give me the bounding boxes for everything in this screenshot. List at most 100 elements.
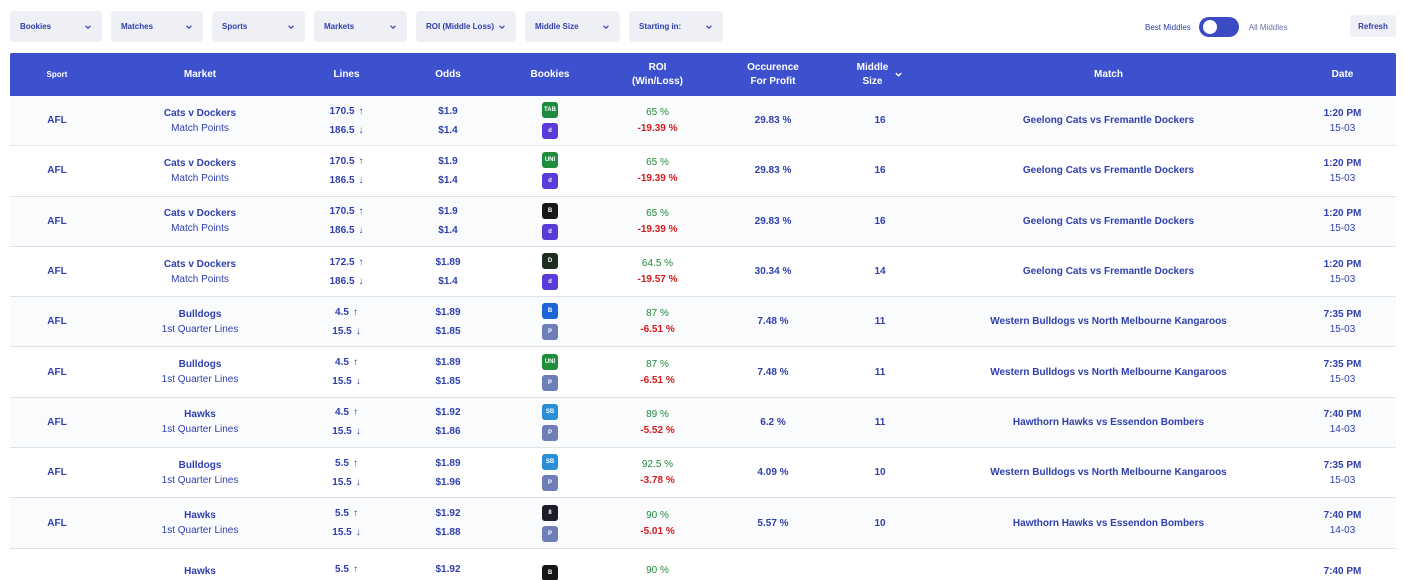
- filter-label: Markets: [324, 22, 355, 31]
- line-top: 4.5: [335, 407, 349, 419]
- table-row[interactable]: Hawks 5.5 ↑ $1.92 B 90 % 7:40 PM: [10, 549, 1396, 580]
- odds-cell: $1.92 $1.86: [397, 407, 499, 437]
- bookie-betr-icon[interactable]: B: [542, 202, 558, 219]
- line-top: 172.5: [329, 256, 355, 268]
- match-link[interactable]: Hawthorn Hawks vs Essendon Bombers: [1012, 416, 1205, 428]
- match-link[interactable]: Geelong Cats vs Fremantle Dockers: [1022, 266, 1195, 278]
- start-date: 14-03: [1329, 525, 1356, 537]
- date-cell: 7:40 PM 14-03: [1289, 510, 1396, 536]
- middles-toggle-switch[interactable]: [1198, 17, 1239, 37]
- bookie-sportsbet-icon[interactable]: SB: [542, 454, 558, 471]
- arrow-down-icon: ↓: [355, 376, 361, 388]
- date-cell: 7:35 PM 15-03: [1289, 460, 1396, 486]
- bookie-tab-icon[interactable]: TAB: [542, 102, 558, 119]
- odds-top: $1.92: [435, 407, 461, 419]
- table-row[interactable]: AFL Bulldogs 1st Quarter Lines 4.5 ↑ 15.5 ↓ $1.…: [10, 347, 1396, 398]
- bookie-playup-icon[interactable]: P: [542, 374, 558, 391]
- header-lines[interactable]: Lines: [333, 68, 360, 80]
- filter-matches[interactable]: Matches: [111, 11, 203, 42]
- bookies-cell: UNI P: [499, 353, 601, 391]
- market-title: Cats v Dockers: [163, 208, 237, 220]
- lines-cell: 170.5 ↑ 186.5 ↓: [296, 106, 397, 136]
- lines-cell: 170.5 ↑ 186.5 ↓: [296, 156, 397, 186]
- filter-bookies[interactable]: Bookies: [10, 11, 102, 42]
- header-date[interactable]: Date: [1331, 68, 1354, 80]
- roi-loss: -19.39 %: [637, 223, 678, 235]
- arrow-down-icon: ↓: [358, 174, 364, 186]
- bookies-cell: TAB d: [499, 102, 601, 140]
- market-subtitle: 1st Quarter Lines: [161, 374, 239, 386]
- table-row[interactable]: AFL Hawks 1st Quarter Lines 5.5 ↑ 15.5 ↓ $1.92 $…: [10, 498, 1396, 549]
- table-row[interactable]: AFL Hawks 1st Quarter Lines 4.5 ↑ 15.5 ↓ $1.92 $…: [10, 397, 1396, 449]
- bookie-ladbrokes-icon[interactable]: d: [542, 223, 558, 240]
- header-odds[interactable]: Odds: [435, 68, 461, 80]
- bookie-pointsbet-icon[interactable]: 8: [542, 504, 558, 521]
- match-link[interactable]: Geelong Cats vs Fremantle Dockers: [1022, 215, 1195, 227]
- table-row[interactable]: AFL Cats v Dockers Match Points 170.5 ↑ 186.5…: [10, 96, 1396, 147]
- sort-chevron-icon: [895, 72, 903, 77]
- bookie-playup-icon[interactable]: P: [542, 475, 558, 492]
- bookie-ladbrokes-icon[interactable]: d: [542, 173, 558, 190]
- bookie-dabble-icon[interactable]: D: [542, 253, 558, 270]
- table-row[interactable]: AFL Bulldogs 1st Quarter Lines 5.5 ↑ 15.5 ↓ $1.…: [10, 448, 1396, 499]
- line-top: 170.5: [329, 105, 355, 117]
- market-title: Cats v Dockers: [163, 107, 237, 119]
- match-link[interactable]: Geelong Cats vs Fremantle Dockers: [1022, 165, 1195, 177]
- arrow-down-icon: ↓: [355, 426, 361, 438]
- table-row[interactable]: AFL Cats v Dockers Match Points 170.5 ↑ 186.5…: [10, 146, 1396, 197]
- bookie-playup-icon[interactable]: P: [542, 324, 558, 341]
- roi-cell: 87 % -6.51 %: [601, 359, 714, 386]
- bookie-playup-icon[interactable]: P: [542, 525, 558, 542]
- lines-cell: 5.5 ↑ 15.5 ↓: [296, 508, 397, 538]
- odds-cell: $1.89 $1.4: [397, 257, 499, 287]
- header-middle-size[interactable]: Middle Size: [832, 61, 928, 89]
- header-occurrence[interactable]: Occurence For Profit: [714, 61, 832, 89]
- bookie-unibet-icon[interactable]: UNI: [542, 152, 558, 169]
- arrow-up-icon: ↑: [352, 306, 358, 318]
- match-link[interactable]: Western Bulldogs vs North Melbourne Kang…: [990, 316, 1227, 328]
- odds-top: $1.9: [438, 155, 458, 167]
- header-market[interactable]: Market: [183, 68, 217, 80]
- bookie-ladbrokes-icon[interactable]: d: [542, 123, 558, 140]
- table-row[interactable]: AFL Cats v Dockers Match Points 172.5 ↑ 186.5…: [10, 247, 1396, 298]
- match-link[interactable]: Geelong Cats vs Fremantle Dockers: [1022, 115, 1195, 127]
- header-roi[interactable]: ROI (Win/Loss): [601, 61, 714, 89]
- arrow-up-icon: ↑: [358, 206, 364, 218]
- occurrence-cell: 29.83 %: [754, 165, 792, 177]
- filter-middle-size[interactable]: Middle Size: [525, 11, 620, 42]
- start-time: 7:35 PM: [1323, 359, 1362, 371]
- filter-roi[interactable]: ROI (Middle Loss): [416, 11, 516, 42]
- header-match[interactable]: Match: [1094, 68, 1123, 80]
- start-time: 1:20 PM: [1323, 157, 1362, 169]
- start-time: 1:20 PM: [1323, 107, 1362, 119]
- bookie-sportsbet-icon[interactable]: SB: [542, 403, 558, 420]
- bookie-ladbrokes-icon[interactable]: d: [542, 274, 558, 291]
- odds-top: $1.9: [438, 206, 458, 218]
- bookie-unibet-icon[interactable]: UNI: [542, 353, 558, 370]
- filter-starting-in[interactable]: Starting in:: [629, 11, 723, 42]
- match-link[interactable]: Western Bulldogs vs North Melbourne Kang…: [990, 366, 1227, 378]
- header-bookies[interactable]: Bookies: [530, 68, 570, 80]
- table-row[interactable]: AFL Bulldogs 1st Quarter Lines 4.5 ↑ 15.5 ↓ $1.…: [10, 297, 1396, 348]
- occurrence-cell: 30.34 %: [754, 266, 792, 278]
- start-time: 1:20 PM: [1323, 258, 1362, 270]
- table-row[interactable]: AFL Cats v Dockers Match Points 170.5 ↑ 186.5…: [10, 196, 1396, 247]
- bookie-bluebet-icon[interactable]: B: [542, 303, 558, 320]
- sport-cell: AFL: [47, 366, 67, 378]
- filter-sports[interactable]: Sports: [212, 11, 305, 42]
- bookie-playup-icon[interactable]: P: [542, 424, 558, 441]
- sport-cell: AFL: [47, 215, 67, 227]
- lines-cell: 4.5 ↑ 15.5 ↓: [296, 307, 397, 337]
- arrow-down-icon: ↓: [358, 124, 364, 136]
- bookie-betr-icon[interactable]: B: [542, 565, 558, 580]
- market-title: Bulldogs: [178, 459, 222, 471]
- line-top: 5.5: [335, 508, 349, 520]
- filter-markets[interactable]: Markets: [314, 11, 407, 42]
- start-time: 7:40 PM: [1323, 510, 1362, 522]
- match-link[interactable]: Hawthorn Hawks vs Essendon Bombers: [1012, 517, 1205, 529]
- refresh-button[interactable]: Refresh: [1350, 15, 1396, 37]
- match-link[interactable]: Western Bulldogs vs North Melbourne Kang…: [990, 467, 1227, 479]
- header-sport[interactable]: Sport: [46, 69, 68, 79]
- occurrence-cell: 29.83 %: [754, 215, 792, 227]
